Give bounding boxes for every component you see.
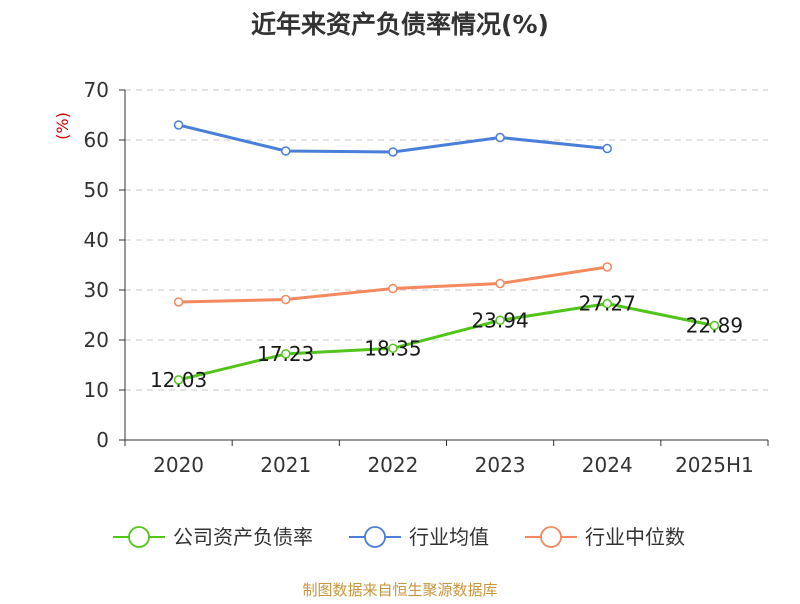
x-tick-label: 2021 <box>260 453 311 477</box>
data-labels: 12.03 17.23 18.35 23.94 27.27 22.89 <box>150 292 743 392</box>
data-label: 27.27 <box>579 292 636 316</box>
y-tick-label: 60 <box>84 128 109 152</box>
series-line-0 <box>177 302 716 382</box>
axes: 0 10 20 30 40 50 60 70 2020 2021 2022 2023 2024 2025H… <box>84 78 769 477</box>
legend-marker <box>540 526 562 548</box>
data-point <box>602 298 612 309</box>
grid-lines <box>125 89 768 391</box>
legend-label: 行业中位数 <box>585 525 685 549</box>
legend-label: 公司资产负债率 <box>173 525 313 549</box>
source-note: 制图数据来自恒生聚源数据库 <box>302 581 497 599</box>
data-point <box>602 143 612 154</box>
y-tick-label: 0 <box>96 428 109 452</box>
data-label: 17.23 <box>257 342 314 366</box>
x-tick-label: 2020 <box>153 453 204 477</box>
y-tick-label: 70 <box>84 78 109 102</box>
y-tick-label: 20 <box>84 328 109 352</box>
legend-item: 公司资产负债率 <box>113 525 313 549</box>
legend-marker <box>364 526 386 548</box>
data-point <box>388 147 398 157</box>
legend-marker <box>128 526 150 548</box>
series-layer <box>173 120 720 385</box>
data-point <box>495 132 505 143</box>
data-label: 12.03 <box>150 368 207 392</box>
legend-item: 行业中位数 <box>525 525 685 549</box>
data-point <box>281 349 291 359</box>
data-label: 22.89 <box>686 314 743 338</box>
y-tick-label: 50 <box>84 178 109 202</box>
x-tick-label: 2024 <box>582 453 633 477</box>
legend-label: 行业均值 <box>409 525 489 549</box>
x-tick-label: 2023 <box>475 453 526 477</box>
data-point <box>173 297 184 307</box>
x-tick-label: 2025H1 <box>675 453 754 477</box>
data-label: 23.94 <box>471 308 528 332</box>
data-label: 18.35 <box>364 336 421 360</box>
y-tick-label: 30 <box>84 278 109 302</box>
data-point <box>495 278 505 289</box>
data-point <box>281 146 291 156</box>
y-tick-label: 40 <box>84 228 109 252</box>
data-point <box>388 283 398 294</box>
data-point <box>281 294 291 305</box>
legend: 公司资产负债率 行业均值 行业中位数 <box>113 525 685 549</box>
y-axis-unit-label: (%) <box>53 112 72 140</box>
legend-item: 行业均值 <box>349 525 489 549</box>
data-point <box>173 120 184 130</box>
data-point <box>388 343 398 353</box>
data-point <box>173 375 184 385</box>
data-point <box>709 320 720 331</box>
data-point <box>495 315 505 326</box>
data-point <box>602 262 612 272</box>
y-tick-label: 10 <box>84 378 109 402</box>
x-tick-label: 2022 <box>367 453 418 477</box>
chart-title: 近年来资产负债率情况(%) <box>251 10 549 39</box>
